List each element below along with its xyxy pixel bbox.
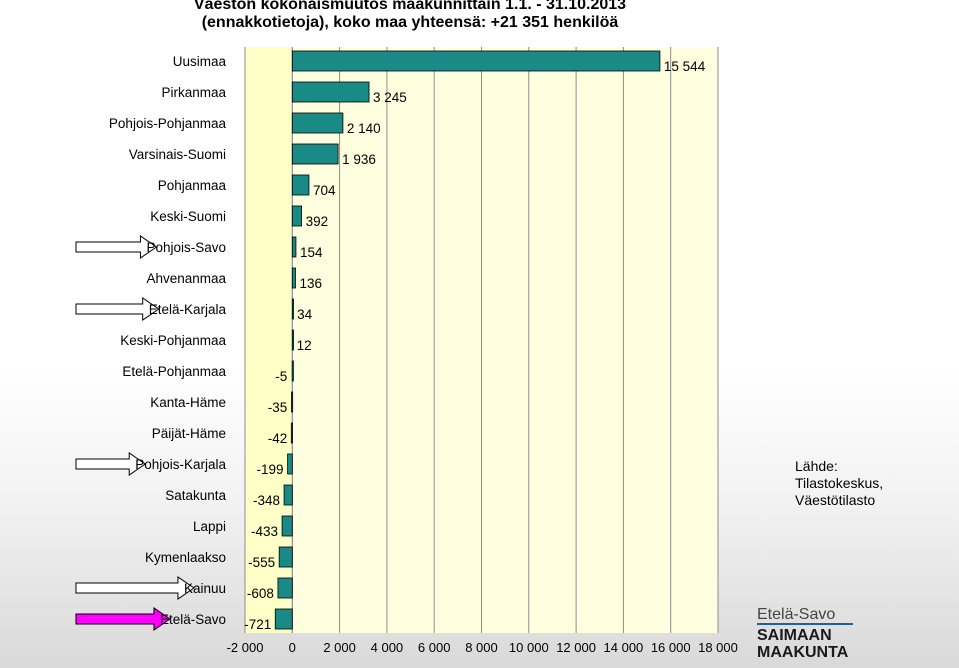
x-tick-label: 12 000 [556,640,596,655]
category-label: Kymenlaakso [145,550,226,565]
value-label: 34 [297,307,313,322]
value-label: -35 [268,400,288,415]
bar-kymenlaakso [278,546,293,568]
arrow-icon [75,576,195,600]
value-label: -721 [244,617,271,632]
x-tick-label: 14 000 [604,640,644,655]
source-line1: Lähde: [795,458,838,474]
value-label: 704 [313,183,336,198]
x-tick-label: 2 000 [323,640,356,655]
category-label: Keski-Pohjanmaa [120,333,226,348]
bar-keski-pohjanmaa [291,329,294,351]
value-label: -433 [251,524,278,539]
bar-satakunta [283,484,293,506]
bar-uusimaa [291,50,661,72]
value-label: -555 [248,555,275,570]
logo-line2: SAIMAAN [757,627,832,644]
category-label: Kainuu [184,581,226,596]
category-label: Pohjois-Savo [146,240,226,255]
x-tick-label: 10 000 [509,640,549,655]
x-tick-label: -2 000 [227,640,264,655]
arrow-icon [75,297,160,321]
category-label: Lappi [193,519,226,534]
value-label: 12 [297,338,312,353]
category-label: Päijät-Häme [152,426,226,441]
source-line2: Tilastokeskus, [795,475,884,491]
logo-underline [757,623,853,625]
value-label: 1 936 [342,152,376,167]
chart-title-line2: (ennakkotietoja), koko maa yhteensä: +21… [201,14,619,31]
bar-pohjois-pohjanmaa [291,112,344,134]
bar-kainuu [277,577,293,599]
x-tick-label: 4 000 [371,640,404,655]
x-tick-label: 8 000 [465,640,498,655]
category-label: Varsinais-Suomi [129,147,226,162]
bar-ahvenanmaa [291,267,296,289]
bar-lappi [281,515,293,537]
value-label: -42 [268,431,288,446]
value-label: 154 [300,245,323,260]
bar-etelä-pohjanmaa [291,360,294,382]
bar-pohjois-karjala [287,453,293,475]
category-label: Kanta-Häme [150,395,226,410]
category-label: Uusimaa [173,54,227,69]
bar-varsinais-suomi [291,143,339,165]
x-tick-label: 18 000 [698,640,738,655]
category-label: Pohjanmaa [158,178,227,193]
category-label: Etelä-Pohjanmaa [122,364,226,379]
logo-line1: Etelä-Savo [757,606,836,623]
x-tick-label: 6 000 [418,640,451,655]
chart-title-line1: Väestön kokonaismuutos maakunnittain 1.1… [193,0,627,13]
value-label: -348 [253,493,280,508]
bar-pohjanmaa [291,174,310,196]
plot-area-negative-region [245,47,293,633]
value-label: 15 544 [664,59,706,74]
value-label: -608 [247,586,274,601]
bar-päijät-häme [290,422,293,444]
bar-pohjois-savo [291,236,297,258]
bar-etelä-karjala [291,298,294,320]
category-label: Etelä-Savo [160,612,226,627]
category-label: Ahvenanmaa [146,271,226,286]
bar-kanta-häme [291,391,294,413]
chart-title: Väestön kokonaismuutos maakunnittain 1.1… [0,0,820,32]
logo-line3: MAAKUNTA [757,644,849,661]
arrow-icon [75,452,147,476]
bar-pirkanmaa [291,81,370,103]
value-label: -5 [275,369,287,384]
x-tick-label: 16 000 [651,640,691,655]
arrow-icon [75,235,158,259]
source-line3: Väestötilasto [795,492,876,508]
value-label: 2 140 [347,121,381,136]
category-label: Pohjois-Karjala [135,457,226,472]
category-label: Etelä-Karjala [149,302,227,317]
bar-etelä-savo [274,608,293,630]
value-label: 392 [306,214,329,229]
category-label: Satakunta [165,488,226,503]
value-label: 3 245 [373,90,407,105]
value-label: 136 [300,276,323,291]
value-label: -199 [257,462,284,477]
category-label: Pirkanmaa [161,85,226,100]
bar-keski-suomi [291,205,302,227]
x-tick-label: 0 [289,640,296,655]
logo: Etelä-Savo SAIMAAN MAAKUNTA [757,606,857,661]
category-label: Pohjois-Pohjanmaa [109,116,227,131]
category-label: Keski-Suomi [150,209,226,224]
highlight-arrow-icon [75,607,171,631]
source-note: Lähde: Tilastokeskus, Väestötilasto [795,458,883,509]
